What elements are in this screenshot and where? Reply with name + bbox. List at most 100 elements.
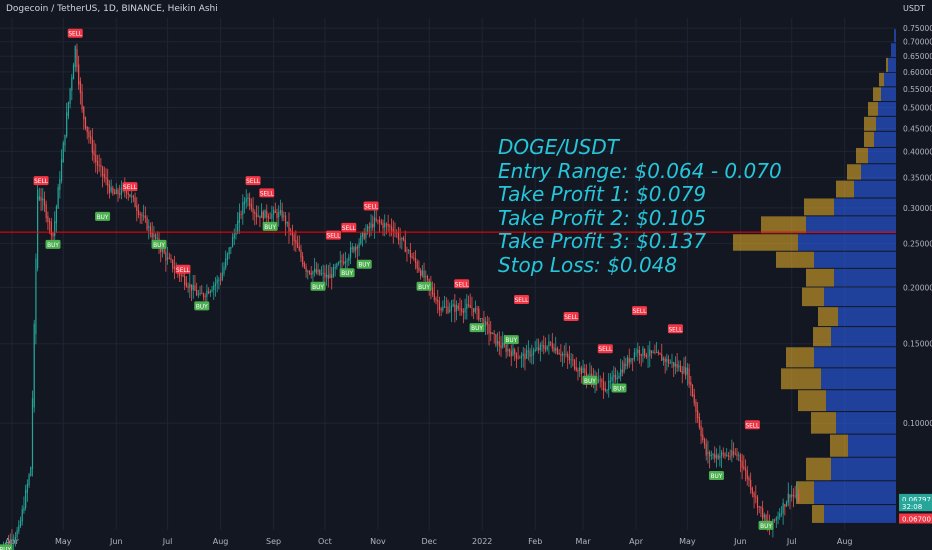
candle-body: [529, 350, 531, 357]
candle-body: [512, 348, 514, 356]
volume-profile-down-bar: [776, 251, 814, 268]
candle-body: [464, 308, 466, 313]
candle-body: [131, 195, 133, 197]
candle-body: [626, 357, 629, 366]
volume-profile-up-bar: [888, 57, 896, 72]
signal-label: BUY: [584, 379, 596, 385]
volume-profile-down-bar: [812, 505, 824, 523]
candle-body: [69, 88, 71, 105]
candle-body: [14, 536, 16, 540]
x-tick-label: 2022: [472, 537, 492, 546]
sell-signal-badge: [33, 176, 49, 186]
volume-profile-down-bar: [886, 57, 888, 72]
candle-body: [601, 379, 603, 382]
candle-body: [720, 452, 723, 457]
candle-body: [288, 221, 290, 232]
candle-body: [526, 350, 528, 359]
candle-body: [698, 416, 700, 428]
candle-body: [445, 306, 447, 308]
signal-label: SELL: [34, 179, 49, 185]
candle-body: [26, 483, 28, 493]
candle-body: [683, 366, 685, 374]
signal-label: BUY: [47, 243, 59, 249]
volume-profile-up-bar: [861, 164, 896, 180]
candle-body: [238, 212, 240, 223]
trade-annotation: DOGE/USDT Entry Range: $0.064 - 0.070 Ta…: [498, 135, 782, 277]
candle-body: [219, 279, 222, 281]
volume-profile-down-bar: [813, 327, 831, 347]
volume-profile-down-bar: [864, 131, 874, 147]
candle-body: [213, 285, 215, 291]
candle-body: [414, 257, 417, 263]
signal-label: SELL: [669, 327, 684, 333]
candle-body: [380, 222, 382, 224]
candle-body: [589, 373, 591, 376]
y-tick-label: 0.70000: [903, 38, 932, 47]
candle-body: [361, 232, 364, 237]
volume-profile-up-bar: [854, 180, 896, 198]
candle-body: [379, 220, 381, 223]
candle-body: [546, 345, 548, 350]
candle-body: [397, 232, 400, 240]
candle-body: [143, 215, 145, 217]
candle-body: [603, 381, 605, 391]
candle-body: [228, 247, 230, 255]
buy-signal-badge: [339, 268, 355, 278]
candle-body: [553, 347, 555, 352]
candle-body: [286, 221, 288, 224]
candle-body: [435, 298, 437, 301]
candle-body: [498, 341, 500, 347]
candle-body: [141, 214, 143, 217]
candle-body: [202, 293, 205, 297]
candle-body: [320, 273, 323, 275]
y-tick-label: 0.15000: [903, 340, 932, 349]
signal-label: BUY: [471, 326, 483, 332]
candle-body: [385, 223, 388, 225]
candle-body: [652, 352, 654, 353]
candle-body: [432, 287, 434, 295]
volume-profile-up-bar: [868, 147, 896, 164]
annotation-pair: DOGE/USDT: [498, 135, 619, 159]
candle-body: [35, 258, 37, 335]
y-tick-label: 0.25000: [903, 240, 932, 249]
candle-body: [190, 284, 193, 291]
candle-body: [418, 267, 420, 272]
candle-body: [151, 232, 153, 238]
sell-signal-badge: [245, 176, 261, 186]
volume-profile-down-bar: [811, 412, 836, 434]
candle-body: [161, 248, 164, 252]
sell-signal-badge: [67, 28, 83, 38]
candle-body: [474, 307, 476, 312]
candle-body: [524, 353, 526, 360]
volume-profile-up-bar: [831, 457, 896, 481]
volume-profile-up-bar: [838, 307, 896, 327]
candle-body: [739, 454, 741, 462]
volume-profile-up-bar: [826, 390, 896, 412]
candle-body: [308, 270, 311, 274]
y-tick-label: 0.50000: [903, 104, 932, 113]
candle-body: [539, 344, 541, 351]
candle-body: [628, 358, 630, 363]
candle-body: [284, 215, 287, 225]
candle-body: [496, 341, 499, 344]
signal-label: SELL: [260, 191, 275, 197]
candle-body: [255, 213, 258, 218]
volume-profile-up-bar: [814, 251, 896, 268]
candle-body: [503, 343, 506, 346]
candle-body: [647, 355, 649, 357]
candle-body: [57, 186, 59, 209]
candle-body: [536, 347, 538, 350]
volume-profile-up-bar: [798, 234, 896, 251]
sell-signal-badge: [597, 344, 613, 354]
y-tick-label: 0.30000: [903, 204, 932, 213]
candle-body: [240, 214, 242, 215]
candle-body: [149, 226, 152, 234]
candle-body: [267, 216, 270, 219]
candle-body: [514, 349, 516, 354]
candle-body: [544, 347, 547, 350]
candle-body: [469, 304, 471, 308]
volume-profile-up-bar: [831, 327, 896, 347]
candle-body: [719, 455, 721, 459]
candle-body: [426, 276, 429, 280]
